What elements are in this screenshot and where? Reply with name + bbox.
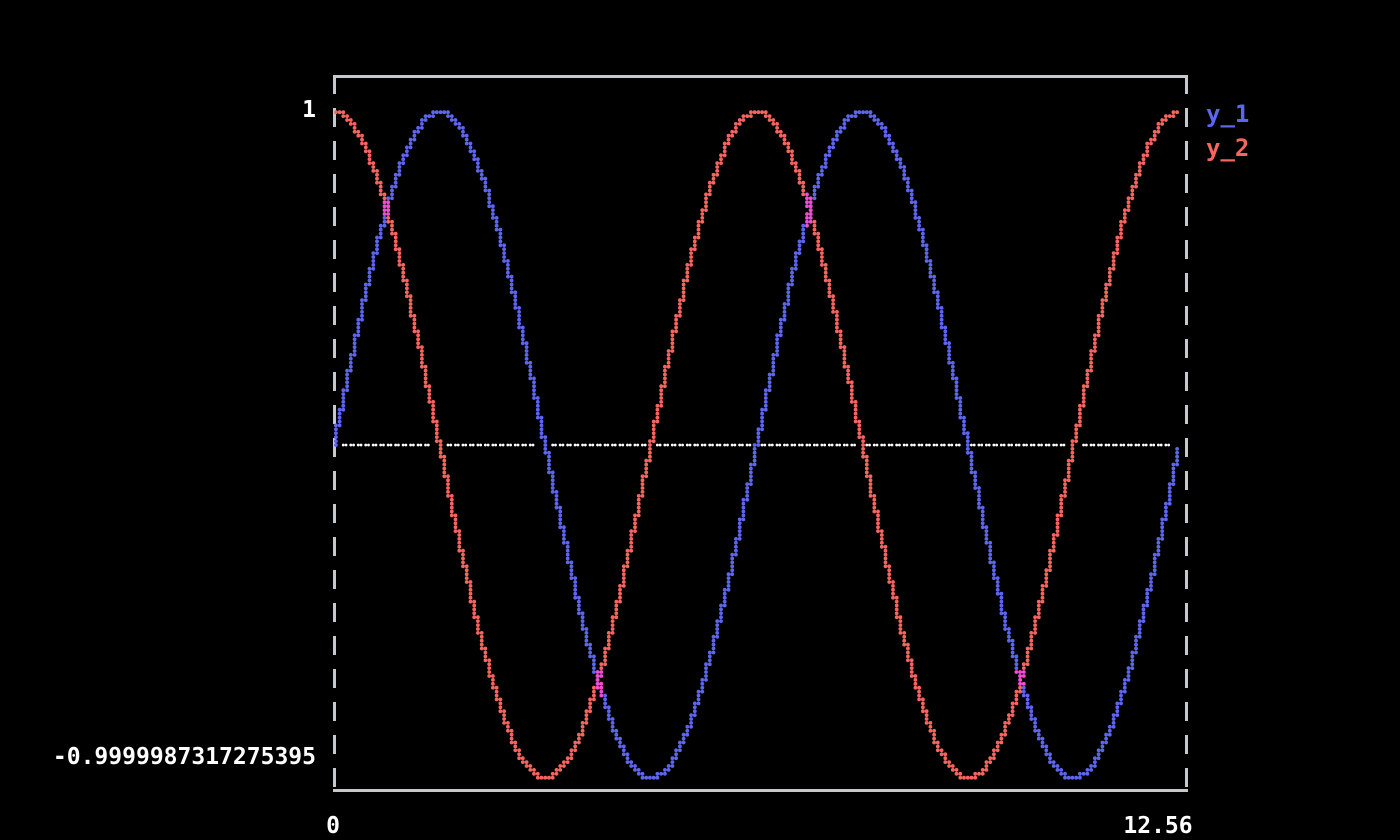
zero-axis-dotted-line [341,443,1171,447]
series-y_1-dots [334,110,1179,780]
legend-entry-y_1: y_1 [1206,100,1250,128]
x-axis-min-tick-label: 0 [326,813,340,839]
y-axis-min-tick-label: -0.9999987317275395 [52,744,316,770]
plot-border [333,75,1188,792]
legend: y_1 y_2 [1206,100,1249,168]
y-axis-max-tick-label: 1 [302,97,316,123]
series-y_2-dots [334,110,1179,780]
x-axis-max-tick-label: 12.56 [1123,813,1193,839]
legend-entry-y_2: y_2 [1206,134,1250,162]
